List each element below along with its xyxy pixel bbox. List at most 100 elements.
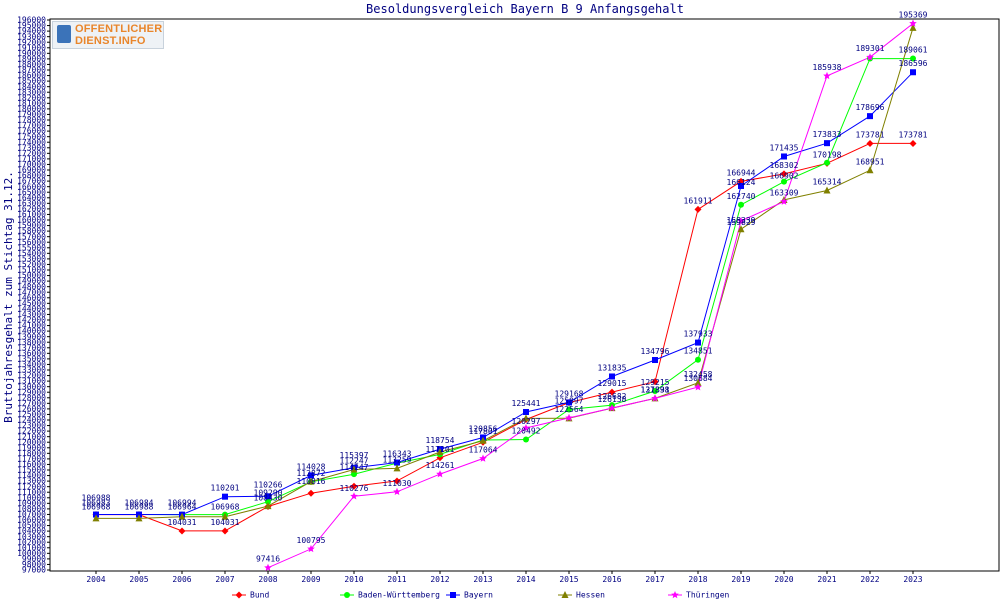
x-tick-label: 2004	[86, 575, 105, 584]
y-tick-label: 100000	[17, 549, 46, 558]
y-tick-label: 97000	[22, 566, 46, 575]
data-label: 166124	[727, 178, 756, 187]
data-point-1	[738, 201, 744, 208]
y-tick-label: 189000	[17, 54, 46, 63]
data-point-2	[781, 153, 787, 160]
data-label: 171435	[770, 143, 799, 152]
data-label: 106968	[82, 503, 111, 512]
series-line-4	[267, 23, 914, 569]
y-tick-label: 104000	[17, 527, 46, 536]
data-point-2	[222, 493, 228, 500]
y-tick-label: 120000	[17, 438, 46, 447]
data-label: 104031	[211, 518, 240, 527]
series-line-2	[96, 71, 914, 516]
data-label: 166902	[770, 172, 799, 181]
legend: Bund Baden-Württemberg Bayern Hessen Thüring…	[232, 591, 730, 600]
data-point-3	[823, 186, 831, 194]
data-label: 114261	[426, 461, 455, 470]
y-tick-label: 182000	[17, 93, 46, 102]
y-tick-label: 151000	[17, 266, 46, 275]
data-point-1	[523, 436, 529, 443]
y-tick-label: 122000	[17, 427, 46, 436]
series-line-1	[96, 58, 913, 516]
data-label: 117201	[426, 445, 455, 454]
legend-marker-3	[561, 591, 569, 598]
y-tick-label: 115000	[17, 466, 46, 475]
data-label: 104031	[168, 518, 197, 527]
data-point-0	[780, 170, 788, 178]
data-point-2	[824, 140, 830, 147]
data-label: 134851	[684, 347, 713, 356]
x-tick-label: 2005	[129, 575, 148, 584]
site-logo[interactable]: OFFENTLICHER DIENST.INFO	[52, 21, 164, 49]
data-label: 114247	[340, 463, 369, 472]
data-label: 115397	[340, 451, 369, 460]
data-point-2	[738, 182, 744, 189]
y-tick-label: 150000	[17, 271, 46, 280]
data-point-0	[393, 477, 401, 485]
plot-frame	[49, 18, 1000, 572]
data-label: 117801	[469, 427, 498, 436]
logo-line-2: DIENST.INFO	[75, 35, 146, 47]
data-label: 111030	[383, 479, 412, 488]
y-tick-label: 168000	[17, 171, 46, 180]
y-tick-label: 131000	[17, 377, 46, 386]
data-label: 122564	[555, 405, 584, 414]
series-markers	[92, 19, 917, 571]
y-axis-ticks: 9700098000990001000001010001020001030001…	[17, 16, 50, 575]
data-point-4	[737, 216, 745, 225]
data-label: 110816	[297, 477, 326, 486]
data-point-4	[823, 71, 831, 80]
y-tick-label: 155000	[17, 243, 46, 252]
data-label: 125441	[512, 399, 541, 408]
y-tick-label: 113000	[17, 477, 46, 486]
data-point-4	[651, 394, 659, 402]
data-point-1	[910, 55, 916, 62]
y-tick-label: 132000	[17, 371, 46, 380]
logo-line-1: OFFENTLICHER	[75, 23, 163, 35]
y-tick-label: 147000	[17, 288, 46, 297]
y-axis-label: Bruttojahresgehalt zum Stichtag 31.12.	[2, 171, 15, 423]
data-point-4	[608, 404, 616, 412]
data-label: 161911	[684, 196, 713, 205]
data-point-3	[178, 512, 186, 520]
data-label: 120297	[512, 417, 541, 426]
legend-label-2: Bayern	[464, 591, 493, 600]
data-label: 137933	[684, 330, 713, 339]
data-label: 113259	[383, 455, 412, 464]
data-label: 110266	[254, 480, 283, 489]
y-tick-label: 123000	[17, 421, 46, 430]
x-tick-label: 2023	[903, 575, 922, 584]
y-tick-label: 118000	[17, 449, 46, 458]
data-point-2	[652, 357, 658, 364]
y-tick-label: 102000	[17, 538, 46, 547]
data-point-0	[178, 527, 186, 535]
data-label: 173781	[899, 130, 928, 139]
data-label: 168951	[856, 157, 885, 166]
data-label: 134796	[641, 347, 670, 356]
data-label: 189301	[856, 44, 885, 53]
data-point-4	[694, 383, 702, 391]
data-label: 117064	[469, 446, 498, 455]
data-label: 186596	[899, 59, 928, 68]
x-tick-label: 2019	[731, 575, 750, 584]
legend-marker-4	[671, 591, 679, 599]
data-point-0	[909, 139, 917, 147]
y-tick-label: 179000	[17, 110, 46, 119]
data-label: 126138	[598, 395, 627, 404]
y-tick-label: 106000	[17, 516, 46, 525]
data-point-3	[694, 378, 702, 386]
data-label: 129168	[555, 389, 584, 398]
data-point-0	[608, 388, 616, 396]
data-point-2	[566, 399, 572, 406]
y-tick-label: 119000	[17, 443, 46, 452]
data-point-4	[307, 544, 315, 553]
y-tick-label: 121000	[17, 432, 46, 441]
y-tick-label: 183000	[17, 88, 46, 97]
data-point-3	[135, 514, 143, 522]
y-tick-label: 180000	[17, 104, 46, 113]
y-tick-label: 184000	[17, 82, 46, 91]
data-label: 106968	[211, 503, 240, 512]
y-tick-label: 188000	[17, 60, 46, 69]
